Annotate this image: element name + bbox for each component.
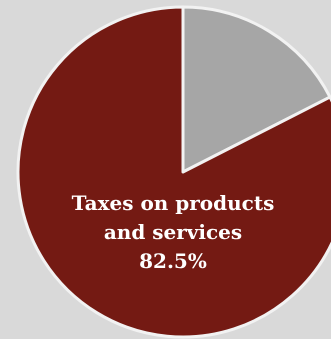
pie-slice-1 bbox=[16, 5, 331, 339]
slice-value-label: 82.5% bbox=[139, 249, 207, 273]
slice-category-label-line: Taxes on products bbox=[72, 191, 275, 215]
pie-slice-0 bbox=[181, 5, 331, 174]
slice-label: Taxes on products and services 82.5% bbox=[72, 191, 275, 273]
slice-category-label-line: and services bbox=[104, 220, 242, 244]
